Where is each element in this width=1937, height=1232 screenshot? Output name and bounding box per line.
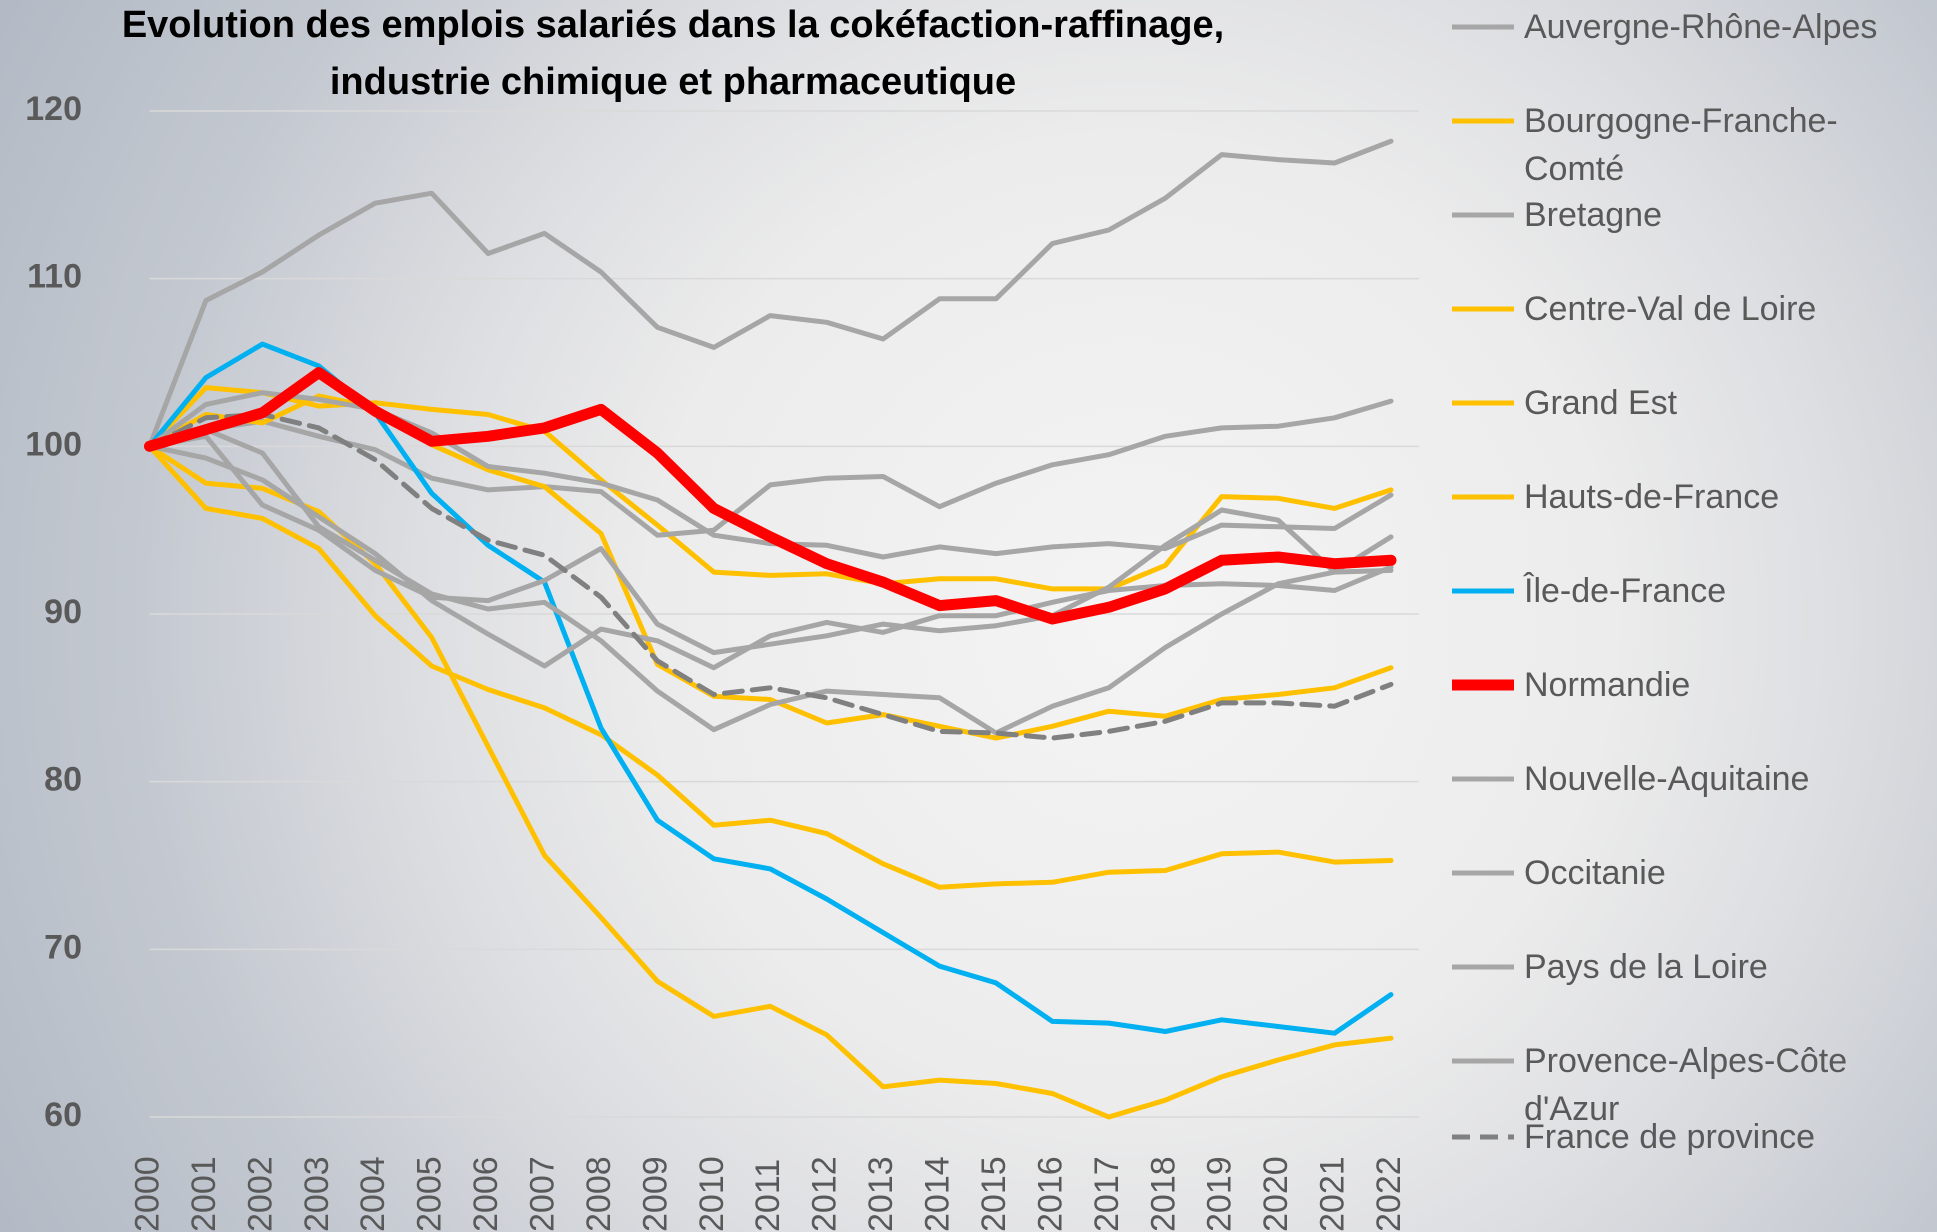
series-line (147, 443, 1394, 890)
legend-item: Bourgogne-Franche-Comté (1448, 97, 1933, 193)
legend-swatch (1452, 494, 1514, 500)
x-tick-label: 2000 (128, 1156, 166, 1232)
x-tick-label: 2020 (1257, 1156, 1295, 1232)
legend-label: Hauts-de-France (1524, 478, 1780, 516)
x-tick-label: 2011 (749, 1159, 787, 1232)
y-tick-label: 90 (44, 593, 82, 631)
x-tick-label: 2006 (467, 1156, 505, 1232)
series-line (147, 398, 1394, 538)
x-tick-label: 2018 (1144, 1156, 1182, 1232)
x-tick-label: 2002 (241, 1156, 279, 1232)
y-tick-label: 100 (25, 425, 82, 463)
series-line (147, 385, 1394, 592)
title-line: Evolution des emplois salariés dans la c… (122, 4, 1224, 46)
legend-swatch (1452, 212, 1514, 218)
legend-swatch (1452, 1058, 1514, 1064)
x-tick-label: 2013 (862, 1156, 900, 1232)
legend-item: Île-de-France (1448, 567, 1933, 615)
legend-swatch (1452, 679, 1514, 691)
y-tick-label: 70 (44, 928, 82, 966)
legend-item: France de province (1448, 1113, 1933, 1161)
x-tick-label: 2017 (1088, 1156, 1126, 1232)
x-tick-label: 2016 (1031, 1156, 1069, 1232)
series-line (147, 390, 1394, 560)
legend-label: Auvergne-Rhône-Alpes (1524, 8, 1878, 46)
legend-item: Hauts-de-France (1448, 473, 1933, 521)
legend-swatch (1452, 1134, 1514, 1140)
legend-item: Occitanie (1448, 849, 1933, 897)
legend-item: Provence-Alpes-Côte d'Azur (1448, 1037, 1933, 1133)
legend-swatch (1452, 306, 1514, 312)
x-tick-label: 2007 (524, 1156, 562, 1232)
x-tick-label: 2022 (1370, 1156, 1408, 1232)
y-tick-label: 80 (44, 761, 82, 799)
legend-swatch (1452, 118, 1514, 124)
legend-item: Normandie (1448, 661, 1933, 709)
x-tick-label: 2014 (919, 1156, 957, 1232)
series-line (147, 443, 1394, 671)
series-line (147, 433, 1394, 656)
title-line: industrie chimique et pharmaceutique (330, 61, 1016, 103)
x-tick-label: 2009 (636, 1156, 674, 1232)
series-line (147, 412, 1394, 741)
x-tick-label: 2008 (580, 1156, 618, 1232)
legend-item: Bretagne (1448, 191, 1933, 239)
y-tick-label: 60 (44, 1096, 82, 1134)
legend-label: Bretagne (1524, 196, 1662, 234)
x-tick-label: 2015 (975, 1156, 1013, 1232)
series-line (144, 367, 1397, 625)
x-tick-label: 2019 (1201, 1156, 1239, 1232)
legend-label: Provence-Alpes-Côte d'Azur (1524, 1042, 1848, 1128)
y-tick-label: 120 (25, 90, 82, 128)
legend-label: Grand Est (1524, 384, 1678, 422)
legend-item: Pays de la Loire (1448, 943, 1933, 991)
legend-swatch (1452, 870, 1514, 876)
y-tick-label: 110 (27, 258, 82, 296)
legend-swatch (1452, 776, 1514, 782)
legend-label: Centre-Val de Loire (1524, 290, 1817, 328)
legend-swatch (1452, 24, 1514, 30)
x-tick-label: 2021 (1314, 1156, 1352, 1232)
legend-item: Nouvelle-Aquitaine (1448, 755, 1933, 803)
series-line (147, 138, 1394, 449)
legend-label: Pays de la Loire (1524, 948, 1768, 986)
legend-label: Île-de-France (1524, 572, 1727, 610)
legend-label: Occitanie (1524, 854, 1666, 892)
legend-label: Bourgogne-Franche-Comté (1524, 102, 1838, 188)
legend-item: Auvergne-Rhône-Alpes (1448, 3, 1933, 51)
legend-label: Normandie (1524, 666, 1691, 704)
x-tick-label: 2004 (354, 1156, 392, 1232)
legend-label: Nouvelle-Aquitaine (1524, 760, 1810, 798)
x-tick-label: 2012 (806, 1156, 844, 1232)
legend-swatch (1452, 400, 1514, 406)
x-tick-label: 2003 (298, 1156, 336, 1232)
chart-title: Evolution des emplois salariés dans la c… (122, 4, 1224, 103)
x-tick-label: 2010 (693, 1156, 731, 1232)
legend-item: Grand Est (1448, 379, 1933, 427)
x-tick-label: 2001 (185, 1156, 223, 1232)
x-tick-label: 2005 (411, 1156, 449, 1232)
series-line (147, 427, 1394, 736)
legend-swatch (1452, 964, 1514, 970)
legend-swatch (1452, 588, 1514, 594)
legend-label: France de province (1524, 1118, 1816, 1156)
legend-item: Centre-Val de Loire (1448, 285, 1933, 333)
